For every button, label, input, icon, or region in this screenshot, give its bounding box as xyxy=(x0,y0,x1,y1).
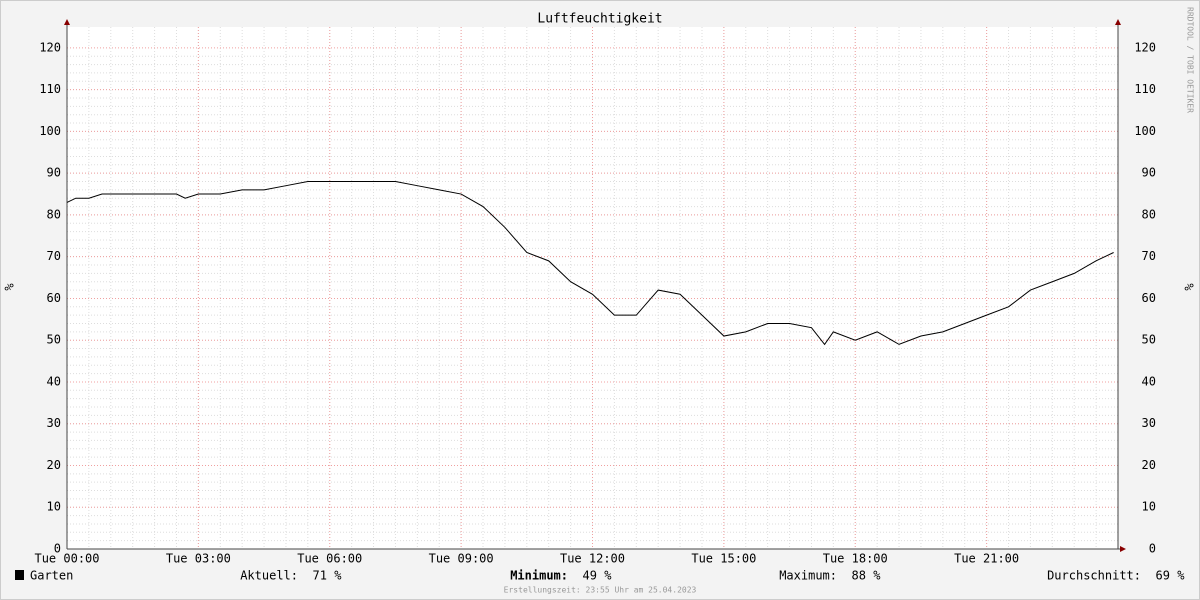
chart-title: Luftfeuchtigkeit xyxy=(537,12,662,27)
stat-value: 71 % xyxy=(313,569,343,583)
arrow xyxy=(1115,19,1121,25)
x-tick-label: Tue 03:00 xyxy=(166,552,231,566)
y-tick-label: 90 xyxy=(47,166,61,180)
y-tick-label: 0 xyxy=(54,542,61,556)
y-tick-label: 100 xyxy=(39,124,61,138)
stat-label: Durchschnitt: xyxy=(1047,569,1141,583)
y-tick-label: 10 xyxy=(47,500,61,514)
y-label-right: % xyxy=(1183,283,1197,291)
stat-value: 69 % xyxy=(1156,569,1186,583)
y-tick-label-right: 20 xyxy=(1142,458,1156,472)
x-tick-label: Tue 00:00 xyxy=(34,552,99,566)
line xyxy=(66,181,1114,346)
x-tick-label: Tue 12:00 xyxy=(560,552,625,566)
y-tick-label: 40 xyxy=(47,374,61,388)
y-tick-label-right: 110 xyxy=(1134,82,1156,96)
y-tick-label: 50 xyxy=(47,333,61,347)
stat-value: 88 % xyxy=(852,569,882,583)
stat-label: Minimum: xyxy=(510,569,568,583)
legend-swatch xyxy=(15,570,24,580)
y-tick-label: 20 xyxy=(47,458,61,472)
y-tick-label: 80 xyxy=(47,207,61,221)
y-tick-label-right: 120 xyxy=(1134,40,1156,54)
stat-value: 49 % xyxy=(583,569,613,583)
y-tick-label-right: 0 xyxy=(1149,542,1156,556)
y-tick-label: 60 xyxy=(47,291,61,305)
y-tick-label: 70 xyxy=(47,249,61,263)
stat-label: Maximum: xyxy=(779,569,837,583)
y-tick-label-right: 70 xyxy=(1142,249,1156,263)
y-tick-label: 110 xyxy=(39,82,61,96)
stat-label: Aktuell: xyxy=(240,569,298,583)
y-tick-label-right: 90 xyxy=(1142,166,1156,180)
y-tick-label-right: 30 xyxy=(1142,416,1156,430)
y-tick-label-right: 40 xyxy=(1142,374,1156,388)
y-tick-label-right: 80 xyxy=(1142,207,1156,221)
legend-label: Garten xyxy=(30,569,73,583)
watermark: RRDTOOL / TOBI OETIKER xyxy=(1186,7,1195,113)
y-label: % xyxy=(3,283,17,291)
arrow xyxy=(1120,546,1126,552)
y-tick-label-right: 50 xyxy=(1142,333,1156,347)
x-tick-label: Tue 09:00 xyxy=(429,552,494,566)
y-tick-label-right: 100 xyxy=(1134,124,1156,138)
x-tick-label: Tue 06:00 xyxy=(297,552,362,566)
y-tick-label: 120 xyxy=(39,40,61,54)
y-tick-label: 30 xyxy=(47,416,61,430)
x-tick-label: Tue 15:00 xyxy=(691,552,756,566)
y-tick-label-right: 10 xyxy=(1142,500,1156,514)
y-tick-label-right: 60 xyxy=(1142,291,1156,305)
x-tick-label: Tue 18:00 xyxy=(823,552,888,566)
footer: Erstellungszeit: 23:55 Uhr am 25.04.2023 xyxy=(504,586,697,595)
arrow xyxy=(64,19,70,25)
x-tick-label: Tue 21:00 xyxy=(954,552,1019,566)
